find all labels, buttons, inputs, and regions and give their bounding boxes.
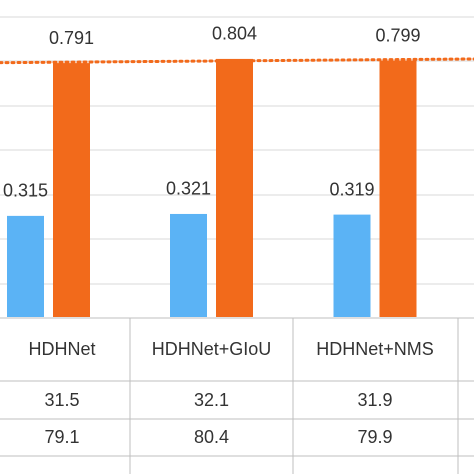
value-label: 0.799 <box>375 25 420 45</box>
value-label: 0.791 <box>49 28 94 48</box>
table-header: HDHNet+GIoU <box>152 339 272 359</box>
table-cell: 79.1 <box>44 427 79 447</box>
table-cell: 79.9 <box>357 427 392 447</box>
value-label: 0.319 <box>329 179 374 199</box>
table-cell: 80.4 <box>194 427 229 447</box>
value-label: 0.804 <box>212 24 257 44</box>
bar <box>333 214 371 317</box>
table-header: HDHNet+NMS <box>316 339 434 359</box>
bar <box>216 58 253 317</box>
bar <box>53 63 90 317</box>
table-cell: 32.1 <box>194 390 229 410</box>
bar <box>7 215 44 317</box>
table-lines <box>0 317 474 474</box>
bar <box>170 213 207 317</box>
value-label: 0.315 <box>3 181 48 201</box>
value-label: 0.321 <box>166 179 211 199</box>
trend-line <box>0 57 474 65</box>
bar <box>379 60 417 318</box>
table-cell: 31.5 <box>44 390 79 410</box>
table-header: HDHNet <box>28 339 95 359</box>
table-cell: 31.9 <box>357 390 392 410</box>
